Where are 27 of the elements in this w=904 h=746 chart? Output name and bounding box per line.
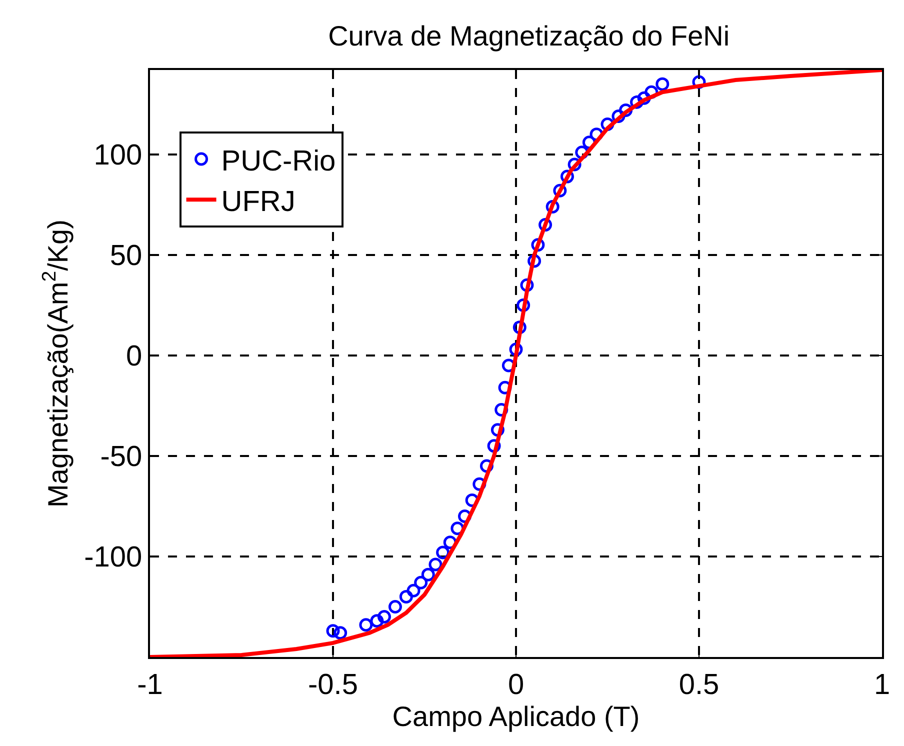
x-tick-label: -0.5 [308,668,358,701]
x-tick-label: 0.5 [678,668,720,701]
point [428,558,442,572]
point [370,614,384,628]
line-series [150,70,882,657]
point [377,610,391,624]
point [326,624,340,638]
legend-label: UFRJ [221,186,296,218]
point [399,590,413,604]
x-tick-label: -1 [137,668,163,701]
point [406,584,420,598]
y-tick-label: 0 [126,340,142,373]
point [359,618,373,632]
chart-title: Curva de Magnetização do FeNi [328,20,730,52]
point [656,77,670,91]
y-tick-label: -50 [100,441,142,474]
x-tick-label: 0 [508,668,524,701]
x-tick-label: 1 [874,668,890,701]
y-tick-label: -100 [84,542,142,574]
point [334,626,348,640]
point [388,600,402,614]
y-tick-label: 50 [110,240,142,272]
y-tick-label: 100 [94,140,142,172]
x-axis-title: Campo Aplicado (T) [392,700,640,732]
point [414,576,428,590]
point [421,568,435,582]
legend-label: PUC-Rio [221,145,336,178]
